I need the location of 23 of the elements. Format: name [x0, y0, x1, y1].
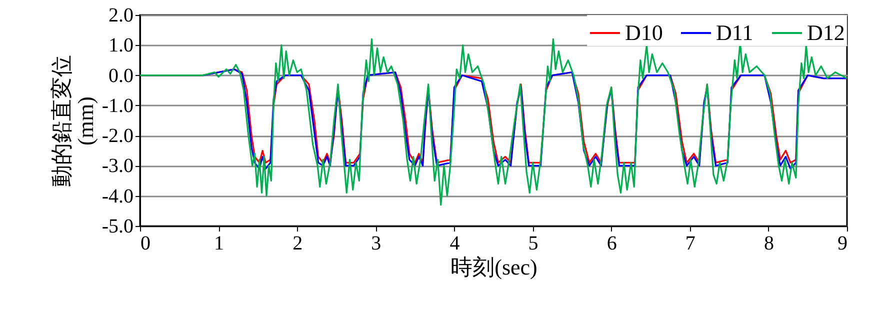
x-tick-label: 3: [371, 232, 382, 254]
y-tick-label: -3.0: [102, 155, 134, 178]
legend-label: D11: [716, 20, 754, 45]
x-tick-label: 4: [450, 232, 460, 254]
y-tick-label: 0.0: [108, 64, 134, 87]
y-tick-label: -2.0: [102, 125, 134, 148]
x-axis-title: 時刻(sec): [450, 254, 538, 280]
y-tick-label: -1.0: [102, 94, 134, 117]
x-tick-label: 8: [764, 232, 774, 254]
x-tick-label: 1: [214, 232, 224, 254]
x-tick-label: 5: [528, 232, 538, 254]
y-tick-label: 2.0: [108, 4, 134, 26]
x-tick-label: 2: [292, 232, 303, 254]
legend-label: D10: [625, 20, 663, 45]
legend-label: D12: [807, 20, 845, 45]
y-tick-label: 1.0: [108, 34, 134, 57]
x-tick-label: 6: [606, 232, 617, 254]
y-axis-title: 動的鉛直変位 (mm): [48, 55, 98, 187]
y-tick-label: -4.0: [102, 185, 134, 208]
y-tick-label: -5.0: [102, 216, 134, 238]
x-tick-label: 7: [685, 232, 696, 254]
x-tick-label: 0: [140, 232, 150, 254]
x-tick-label: 9: [838, 232, 848, 254]
